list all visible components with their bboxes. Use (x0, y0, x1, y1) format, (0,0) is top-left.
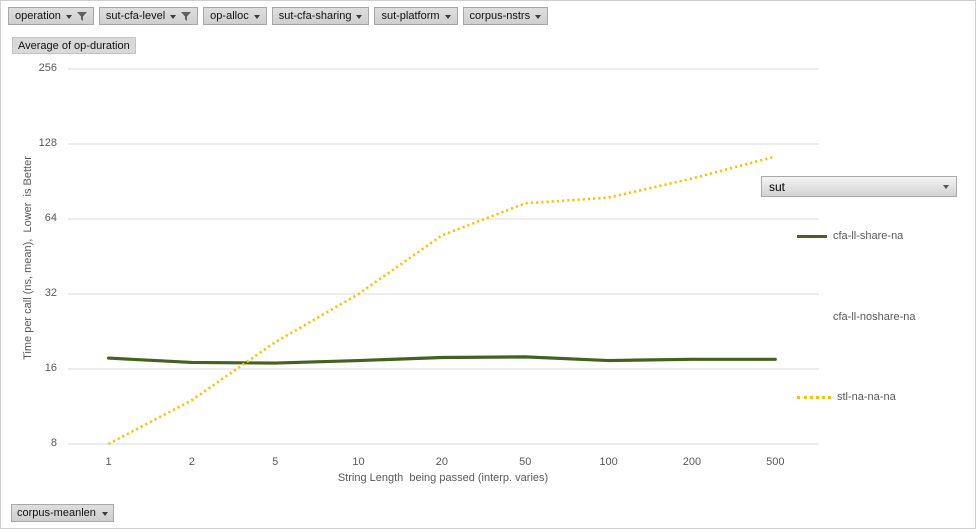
legend-label: cfa-ll-noshare-na (833, 311, 916, 323)
x-tick-label: 20 (435, 456, 449, 468)
filter-funnel-icon (76, 11, 87, 22)
filter-button-label: corpus-nstrs (469, 10, 531, 22)
x-tick-label: 50 (519, 456, 532, 468)
x-tick-label: 10 (352, 456, 365, 468)
y-tick-label: 128 (38, 137, 57, 149)
y-tick-label: 8 (50, 437, 57, 449)
chevron-down-icon (943, 185, 949, 192)
series-line-stl-na-na-na (107, 155, 776, 446)
pivot-filter-row: operation sut-cfa-level op-alloc sut-cfa… (8, 7, 549, 25)
filter-button-label: sut-cfa-sharing (278, 10, 352, 22)
value-field-label: Average of op-duration (18, 39, 130, 52)
dropdown-arrow-icon (170, 14, 177, 22)
legend-marker-solid-line (797, 234, 827, 238)
dropdown-arrow-icon (535, 14, 542, 22)
filter-button-operation[interactable]: operation (8, 7, 94, 25)
filter-button-label: op-alloc (210, 10, 249, 22)
legend-label: cfa-ll-share-na (833, 230, 904, 242)
filter-button-sut-platform[interactable]: sut-platform (374, 7, 458, 25)
legend-item-cfa-ll-noshare-na: cfa-ll-noshare-na (797, 311, 916, 323)
filter-button-sut-cfa-level[interactable]: sut-cfa-level (98, 7, 199, 25)
dropdown-arrow-icon (101, 511, 108, 519)
value-field-button[interactable]: Average of op-duration (12, 37, 136, 54)
legend-label: stl-na-na-na (837, 391, 896, 403)
legend-field-dropdown[interactable]: sut (761, 176, 957, 197)
legend-item-cfa-ll-share-na: cfa-ll-share-na (797, 230, 903, 242)
x-tick-label: 500 (766, 456, 785, 468)
axis-field-button-corpus-meanlen[interactable]: corpus-meanlen (11, 504, 114, 522)
filter-funnel-icon (181, 11, 192, 22)
series-line-cfa-ll-share-na (106, 355, 777, 365)
x-tick-label: 5 (272, 456, 279, 468)
legend-marker-none (797, 316, 827, 319)
y-tick-label: 16 (44, 362, 57, 374)
y-tick-label: 64 (44, 212, 57, 224)
filter-button-op-alloc[interactable]: op-alloc (203, 7, 267, 25)
dropdown-arrow-icon (444, 14, 451, 22)
y-axis-title: Time per call (ns, mean), Lower is Bette… (22, 156, 34, 360)
x-axis-title: String Length being passed (interp. vari… (337, 472, 549, 484)
dropdown-arrow-icon (356, 14, 363, 22)
x-tick-label: 1 (105, 456, 112, 468)
y-tick-label: 32 (44, 287, 57, 299)
x-tick-label: 200 (682, 456, 702, 468)
dropdown-arrow-icon (65, 14, 72, 22)
dropdown-arrow-icon (253, 14, 260, 22)
filter-button-label: sut-cfa-level (105, 10, 166, 22)
x-tick-label: 100 (599, 456, 618, 468)
filter-button-label: sut-platform (381, 10, 440, 22)
legend-item-stl-na-na-na: stl-na-na-na (797, 391, 896, 403)
axis-field-label: corpus-meanlen (17, 507, 96, 519)
legend-marker-dotted-line (797, 395, 831, 399)
y-tick-label: 256 (38, 62, 57, 74)
filter-button-label: operation (15, 10, 61, 22)
filter-button-corpus-nstrs[interactable]: corpus-nstrs (462, 7, 549, 25)
legend-field-dropdown-label: sut (769, 179, 786, 194)
filter-button-sut-cfa-sharing[interactable]: sut-cfa-sharing (271, 7, 370, 25)
x-tick-label: 2 (188, 456, 195, 468)
